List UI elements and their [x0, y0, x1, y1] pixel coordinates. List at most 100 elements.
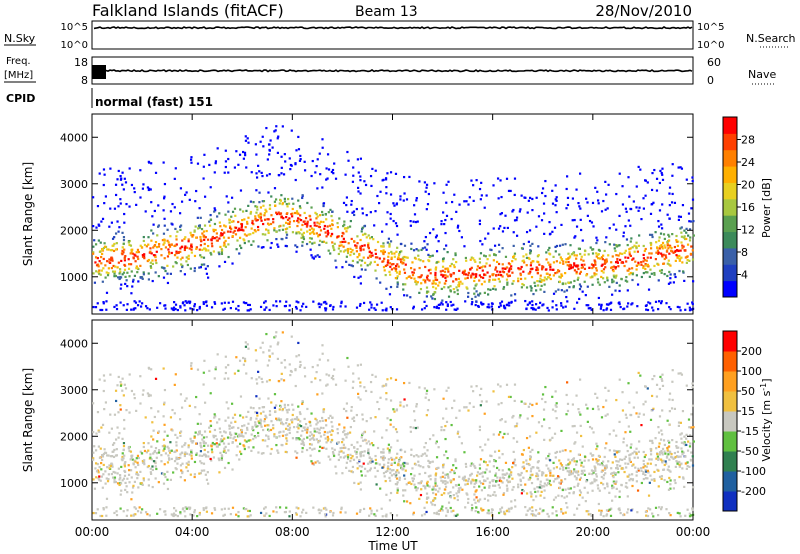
power-echo	[668, 192, 671, 195]
power-echo	[342, 245, 345, 248]
power-echo	[157, 275, 160, 278]
power-echo	[417, 276, 420, 279]
power-echo	[376, 256, 379, 259]
velocity-echo	[671, 398, 674, 402]
power-echo	[368, 255, 372, 258]
velocity-echo	[409, 473, 413, 476]
velocity-echo	[290, 335, 293, 338]
power-echo	[565, 207, 568, 210]
power-echo	[273, 130, 276, 133]
power-echo	[189, 158, 193, 161]
power-echo	[394, 267, 397, 270]
velocity-echo	[525, 462, 529, 465]
velocity-echo	[281, 408, 284, 411]
velocity-echo	[640, 423, 643, 427]
power-echo	[371, 167, 374, 171]
velocity-echo	[592, 454, 595, 457]
velocity-echo	[298, 424, 301, 427]
velocity-echo	[437, 490, 440, 493]
velocity-echo	[549, 438, 552, 441]
velocity-echo	[204, 455, 208, 458]
power-echo	[259, 216, 262, 219]
velocity-echo	[555, 450, 559, 454]
velocity-echo	[303, 426, 306, 429]
power-echo	[247, 240, 250, 243]
power-echo	[507, 189, 511, 193]
velocity-echo	[179, 418, 182, 421]
velocity-echo	[400, 467, 403, 470]
velocity-echo	[526, 417, 529, 420]
power-echo	[313, 224, 316, 227]
velocity-echo	[549, 471, 552, 475]
velocity-echo	[412, 511, 415, 514]
velocity-echo	[310, 380, 313, 384]
power-echo	[135, 267, 138, 270]
velocity-echo	[163, 388, 167, 392]
velocity-echo	[598, 509, 601, 512]
power-echo	[484, 265, 487, 268]
power-echo	[645, 308, 648, 311]
velocity-echo	[330, 433, 333, 436]
power-echo	[554, 204, 557, 207]
power-echo	[95, 270, 98, 273]
power-echo	[537, 261, 540, 264]
power-frame	[91, 113, 694, 315]
power-echo	[425, 186, 428, 189]
power-echo	[628, 253, 631, 256]
velocity-echo	[130, 389, 134, 393]
velocity-echo	[508, 473, 511, 476]
velocity-echo	[661, 451, 664, 455]
power-echo	[148, 187, 151, 190]
power-echo	[546, 276, 550, 279]
velocity-echo	[388, 499, 392, 502]
velocity-echo	[216, 421, 219, 424]
power-echo	[423, 279, 427, 282]
velocity-echo	[545, 478, 548, 481]
power-colorbar-swatches	[723, 117, 737, 298]
power-echo	[102, 267, 105, 270]
velocity-echo	[502, 477, 506, 480]
power-echo	[179, 212, 182, 215]
power-echo	[275, 237, 278, 241]
cbar-tick-label-4: 12	[741, 224, 755, 237]
power-echo	[240, 224, 244, 228]
power-echo	[358, 304, 362, 307]
power-echo	[680, 241, 683, 244]
power-echo	[655, 189, 659, 192]
velocity-echo	[644, 385, 647, 388]
velocity-echo	[242, 356, 245, 360]
power-echo	[604, 180, 607, 183]
power-echo	[154, 241, 158, 244]
power-echo	[190, 248, 193, 251]
velocity-echo	[410, 482, 413, 486]
velocity-echo	[595, 447, 598, 451]
velocity-echo	[321, 344, 324, 347]
nsky-tick-bottom-right: 10^0	[697, 40, 724, 51]
power-echo	[359, 192, 362, 195]
power-echo	[312, 300, 315, 303]
velocity-echo	[291, 403, 294, 406]
velocity-echo	[199, 472, 202, 475]
power-echo	[440, 287, 443, 291]
power-echo	[655, 251, 658, 254]
velocity-echo	[183, 510, 186, 513]
power-echo	[413, 268, 416, 271]
power-echo	[203, 263, 206, 266]
power-echo	[629, 247, 632, 250]
velocity-echo	[372, 444, 375, 447]
power-echo	[500, 300, 504, 303]
power-echo	[522, 242, 525, 246]
velocity-echo	[143, 463, 146, 466]
velocity-echo	[536, 473, 539, 476]
power-echo	[446, 268, 450, 271]
power-echo	[575, 254, 578, 257]
velocity-echo	[114, 480, 118, 484]
power-echo	[488, 280, 491, 283]
velocity-echo	[604, 472, 607, 475]
velocity-echo	[439, 476, 442, 479]
power-echo	[379, 281, 382, 284]
velocity-echo	[453, 497, 456, 500]
power-echo	[397, 253, 401, 257]
velocity-echo	[141, 393, 145, 396]
velocity-echo	[296, 418, 299, 421]
